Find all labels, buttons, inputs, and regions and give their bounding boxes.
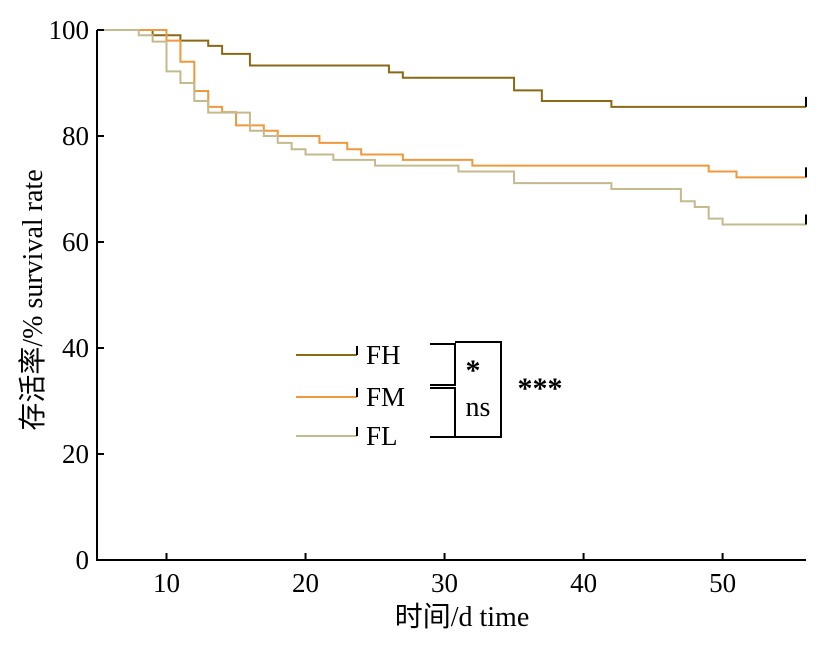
- series-line-fh: [97, 29, 806, 108]
- sig-label-fh-fl: ***: [518, 372, 563, 405]
- x-tick-label: 30: [431, 568, 458, 598]
- y-tick-label: 60: [62, 227, 89, 257]
- bracket-fh-fm: [430, 343, 456, 386]
- ticks: 10 20 30 40 50 0 20 40 60 80 100: [49, 15, 737, 598]
- y-axis-title: 存活率/% survival rate: [17, 169, 49, 430]
- y-tick-label: 0: [76, 545, 90, 575]
- y-tick-label: 40: [62, 333, 89, 363]
- sig-label-fh-fm: *: [466, 354, 481, 387]
- x-axis-title: 时间/d time: [395, 601, 530, 633]
- plot-area: [97, 29, 807, 226]
- x-tick-label: 40: [570, 568, 597, 598]
- y-tick-label: 20: [62, 439, 89, 469]
- axes: [96, 30, 806, 561]
- significance-brackets: * ns ***: [430, 341, 563, 438]
- x-tick-label: 20: [292, 568, 319, 598]
- sig-label-fm-fl: ns: [466, 392, 491, 423]
- legend-label-fl: FL: [366, 421, 398, 451]
- x-tick-label: 10: [153, 568, 180, 598]
- legend: FH FM FL: [296, 340, 405, 451]
- legend-label-fm: FM: [366, 382, 405, 412]
- legend-label-fh: FH: [366, 340, 401, 370]
- x-tick-label: 50: [709, 568, 736, 598]
- series-line-fl: [97, 29, 806, 226]
- y-tick-label: 80: [62, 121, 89, 151]
- bracket-fh-fl: [455, 341, 502, 438]
- series-line-fm: [97, 29, 806, 179]
- bracket-fm-fl: [430, 387, 456, 438]
- y-tick-label: 100: [49, 15, 90, 45]
